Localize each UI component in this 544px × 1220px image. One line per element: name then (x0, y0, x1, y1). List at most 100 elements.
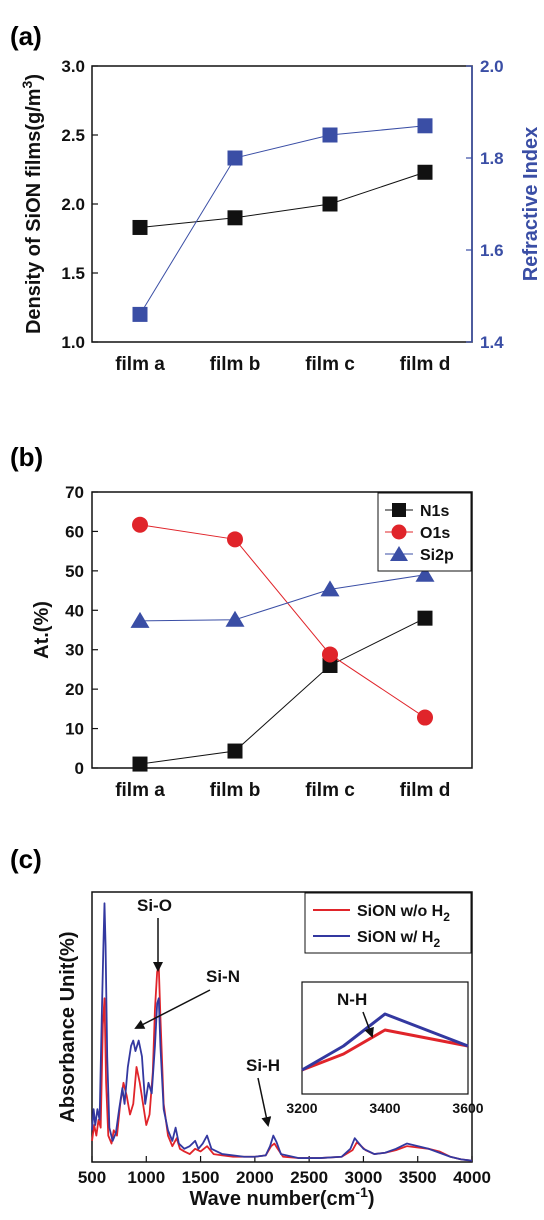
a-ytick-label: 2.0 (61, 195, 85, 214)
a-series-line (139, 125, 426, 315)
inset-series (301, 1012, 469, 1072)
panel-b-legend: N1s O1s Si2p (377, 492, 472, 572)
legend-si2p-marker (390, 546, 408, 561)
b-point-triangle (225, 610, 245, 627)
panel-c-spectra (91, 902, 473, 1162)
panel-b-ticks: 0 10 20 30 40 50 60 70 (65, 483, 98, 778)
panel-c-xlabel: Wave number(cm-1) (189, 1184, 374, 1210)
legend-n1s-label: N1s (420, 503, 449, 520)
c-spectrum-line (91, 902, 473, 1162)
b-ytick-label: 50 (65, 562, 84, 581)
a-point (227, 210, 243, 226)
panel-c-legend: SiON w/o H2 SiON w/ H2 (304, 892, 472, 954)
b-series-line (139, 617, 426, 765)
b-point-circle (132, 516, 148, 533)
b-point-triangle (130, 611, 150, 628)
b-category-label: film a (115, 780, 165, 801)
c-xtick-label: 3000 (345, 1168, 383, 1187)
panel-c-plot-frame (91, 891, 473, 1163)
b-point-square (132, 756, 148, 772)
annotation-si-o: Si-O (137, 896, 172, 915)
arrow-n-h (362, 1011, 374, 1038)
inset-tick-3600: 3600 (452, 1100, 483, 1116)
b-ytick-label: 40 (65, 601, 84, 620)
panel-c-legend-box (304, 892, 472, 954)
a-category-label: film b (210, 354, 261, 375)
b-ytick-label: 30 (65, 641, 84, 660)
a-category-label: film a (115, 354, 165, 375)
a-y2tick-label: 1.8 (480, 149, 504, 168)
panel-a-ylabel: Density of SiON films(g/m3) (19, 74, 45, 334)
legend-wo-h2-main: SiON w/o H (357, 903, 443, 920)
panel-b-plot-frame (91, 491, 473, 769)
b-ytick-label: 70 (65, 483, 84, 502)
panel-b-ylabel: At.(%) (31, 601, 53, 659)
panel-a-left-ticks: 1.0 1.5 2.0 2.5 3.0 (61, 57, 98, 352)
b-category-label: film b (210, 780, 261, 801)
c-xtick-label: 2500 (290, 1168, 328, 1187)
legend-o1s-label: O1s (420, 525, 450, 542)
a-ytick-label: 1.0 (61, 333, 85, 352)
b-point-triangle (320, 580, 340, 597)
legend-w-h2-label: SiON w/ H2 (357, 929, 440, 950)
panel-b-series (130, 516, 435, 772)
b-point-triangle (415, 565, 435, 582)
c-xtick-label: 500 (78, 1168, 106, 1187)
a-point (417, 164, 433, 180)
arrow-si-n (134, 989, 211, 1029)
arrow-si-h (257, 1077, 272, 1127)
b-point-square (227, 743, 243, 759)
a-point (227, 150, 243, 166)
inset-spectrum-line (301, 1012, 469, 1072)
a-y2tick-label: 1.4 (480, 333, 504, 352)
panel-a-label: (a) (10, 21, 42, 51)
inset-tick-3400: 3400 (369, 1100, 400, 1116)
a-category-label: film d (400, 354, 451, 375)
panel-c-ticks: 500 1000 1500 2000 2500 3000 3500 4000 (78, 1156, 491, 1187)
b-series-line (139, 574, 426, 622)
panel-a-categories: film a film b film c film d (115, 354, 450, 375)
c-xtick-label: 2000 (236, 1168, 274, 1187)
annotation-si-n: Si-N (206, 967, 240, 986)
a-point (417, 118, 433, 134)
a-category-label: film c (305, 354, 355, 375)
a-ytick-label: 1.5 (61, 264, 85, 283)
b-point-circle (322, 646, 338, 663)
inset-panel: N-H 3200 3400 3600 (286, 981, 484, 1116)
panel-c-xlabel-end: ) (368, 1188, 375, 1210)
b-category-label: film d (400, 780, 451, 801)
panel-a-y2label: Refractive Index (520, 127, 542, 282)
legend-wo-h2-sub: 2 (443, 910, 450, 924)
panel-a-plot-frame (91, 65, 473, 343)
panel-c-label: (c) (10, 844, 42, 874)
legend-w-h2-main: SiON w/ H (357, 929, 433, 946)
b-ytick-label: 60 (65, 522, 84, 541)
b-point-circle (417, 709, 433, 726)
panel-a-series (132, 118, 433, 322)
a-point (132, 306, 148, 322)
inset-spectrum-line (301, 1028, 469, 1072)
panel-a-ylabel-end: ) (23, 74, 45, 81)
annotation-si-h: Si-H (246, 1056, 280, 1075)
b-category-label: film c (305, 780, 355, 801)
a-ytick-label: 3.0 (61, 57, 85, 76)
b-ytick-label: 0 (75, 759, 84, 778)
inset-tick-3200: 3200 (286, 1100, 317, 1116)
a-y2tick-label: 1.6 (480, 241, 504, 260)
panel-a-right-ticks: 1.4 1.6 1.8 2.0 (466, 57, 504, 352)
legend-wo-h2-label: SiON w/o H2 (357, 903, 450, 924)
a-ytick-label: 2.5 (61, 126, 85, 145)
c-xtick-label: 3500 (399, 1168, 437, 1187)
b-point-circle (227, 531, 243, 548)
a-y2tick-label: 2.0 (480, 57, 504, 76)
panel-c-xlabel-sup: -1 (355, 1184, 368, 1200)
panel-c-ylabel: Absorbance Unit(%) (57, 931, 79, 1122)
b-point-square (322, 657, 338, 673)
inset-annotation-n-h: N-H (337, 990, 367, 1009)
legend-w-h2-sub: 2 (433, 936, 440, 950)
c-xtick-label: 1500 (182, 1168, 220, 1187)
